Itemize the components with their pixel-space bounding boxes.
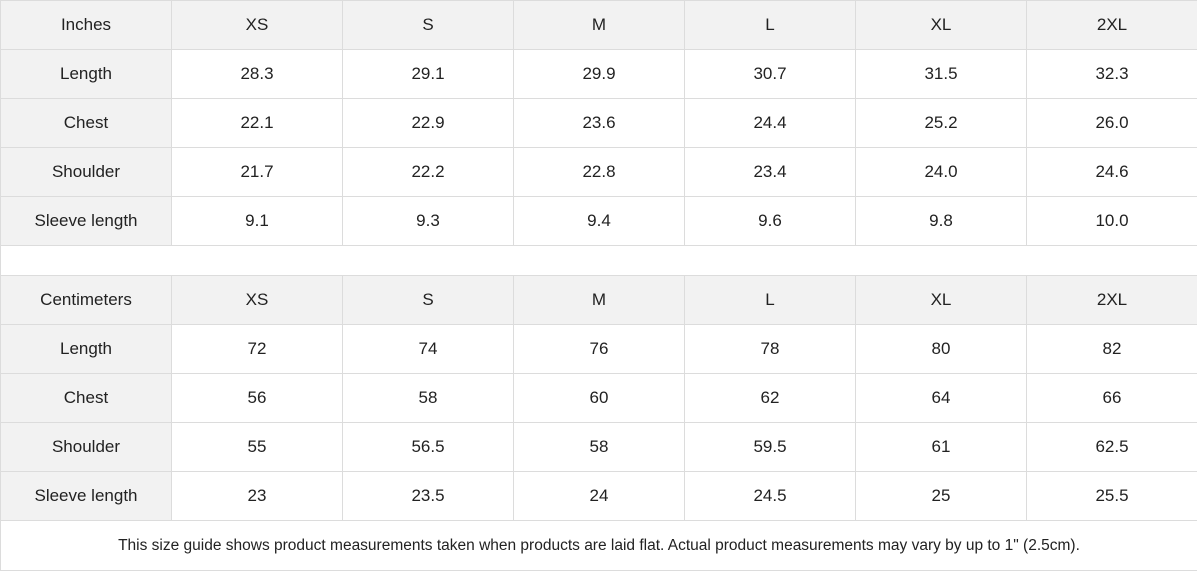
measurement-value: 24.0 — [855, 147, 1027, 197]
size-header: M — [513, 0, 685, 50]
header-row: Centimeters XS S M L XL 2XL — [0, 275, 1197, 325]
measurement-value: 59.5 — [684, 422, 856, 472]
measurement-value: 61 — [855, 422, 1027, 472]
measurement-value: 78 — [684, 324, 856, 374]
header-row: Inches XS S M L XL 2XL — [0, 0, 1197, 50]
measurement-value: 22.9 — [342, 98, 514, 148]
measurement-value: 62.5 — [1026, 422, 1197, 472]
measurement-value: 29.1 — [342, 49, 514, 99]
table-row: Sleeve length 9.1 9.3 9.4 9.6 9.8 10.0 — [0, 196, 1197, 246]
measurement-label: Shoulder — [0, 147, 172, 197]
measurement-value: 22.1 — [171, 98, 343, 148]
size-header: L — [684, 0, 856, 50]
measurement-value: 10.0 — [1026, 196, 1197, 246]
measurement-value: 31.5 — [855, 49, 1027, 99]
measurement-label: Chest — [0, 98, 172, 148]
measurement-value: 25.2 — [855, 98, 1027, 148]
measurement-value: 26.0 — [1026, 98, 1197, 148]
measurement-value: 22.2 — [342, 147, 514, 197]
measurement-value: 24.4 — [684, 98, 856, 148]
note-row: This size guide shows product measuremen… — [0, 520, 1197, 571]
measurement-label: Sleeve length — [0, 196, 172, 246]
table-row: Length 28.3 29.1 29.9 30.7 31.5 32.3 — [0, 49, 1197, 99]
measurement-value: 80 — [855, 324, 1027, 374]
size-header: 2XL — [1026, 275, 1197, 325]
measurement-value: 23.4 — [684, 147, 856, 197]
measurement-value: 58 — [342, 373, 514, 423]
size-header: S — [342, 275, 514, 325]
measurement-value: 62 — [684, 373, 856, 423]
measurement-value: 64 — [855, 373, 1027, 423]
measurement-value: 58 — [513, 422, 685, 472]
measurement-value: 25 — [855, 471, 1027, 521]
measurement-value: 25.5 — [1026, 471, 1197, 521]
size-header: M — [513, 275, 685, 325]
table-row: Sleeve length 23 23.5 24 24.5 25 25.5 — [0, 471, 1197, 521]
measurement-value: 56.5 — [342, 422, 514, 472]
table-row: Shoulder 21.7 22.2 22.8 23.4 24.0 24.6 — [0, 147, 1197, 197]
size-header: 2XL — [1026, 0, 1197, 50]
measurement-value: 9.6 — [684, 196, 856, 246]
measurement-value: 24.5 — [684, 471, 856, 521]
size-header: S — [342, 0, 514, 50]
table-spacer — [0, 245, 1197, 276]
measurement-label: Shoulder — [0, 422, 172, 472]
measurement-value: 82 — [1026, 324, 1197, 374]
size-header: XL — [855, 0, 1027, 50]
measurement-value: 23 — [171, 471, 343, 521]
table-row: Chest 56 58 60 62 64 66 — [0, 373, 1197, 423]
measurement-label: Length — [0, 49, 172, 99]
measurement-value: 23.6 — [513, 98, 685, 148]
spacer — [0, 245, 1197, 276]
measurement-label: Sleeve length — [0, 471, 172, 521]
measurement-label: Length — [0, 324, 172, 374]
measurement-label: Chest — [0, 373, 172, 423]
size-guide-note: This size guide shows product measuremen… — [0, 520, 1197, 571]
measurement-value: 9.3 — [342, 196, 514, 246]
measurement-value: 21.7 — [171, 147, 343, 197]
size-header: XL — [855, 275, 1027, 325]
measurement-value: 23.5 — [342, 471, 514, 521]
unit-header: Centimeters — [0, 275, 172, 325]
measurement-value: 72 — [171, 324, 343, 374]
table-row: Length 72 74 76 78 80 82 — [0, 324, 1197, 374]
measurement-value: 22.8 — [513, 147, 685, 197]
measurement-value: 76 — [513, 324, 685, 374]
measurement-value: 60 — [513, 373, 685, 423]
measurement-value: 24.6 — [1026, 147, 1197, 197]
measurement-value: 56 — [171, 373, 343, 423]
size-header: XS — [171, 275, 343, 325]
measurement-value: 24 — [513, 471, 685, 521]
measurement-value: 55 — [171, 422, 343, 472]
unit-header: Inches — [0, 0, 172, 50]
measurement-value: 9.4 — [513, 196, 685, 246]
measurement-value: 9.1 — [171, 196, 343, 246]
size-header: L — [684, 275, 856, 325]
measurement-value: 74 — [342, 324, 514, 374]
measurement-value: 28.3 — [171, 49, 343, 99]
table-row: Shoulder 55 56.5 58 59.5 61 62.5 — [0, 422, 1197, 472]
table-row: Chest 22.1 22.9 23.6 24.4 25.2 26.0 — [0, 98, 1197, 148]
measurement-value: 9.8 — [855, 196, 1027, 246]
measurement-value: 29.9 — [513, 49, 685, 99]
measurement-value: 32.3 — [1026, 49, 1197, 99]
measurement-value: 66 — [1026, 373, 1197, 423]
size-header: XS — [171, 0, 343, 50]
measurement-value: 30.7 — [684, 49, 856, 99]
